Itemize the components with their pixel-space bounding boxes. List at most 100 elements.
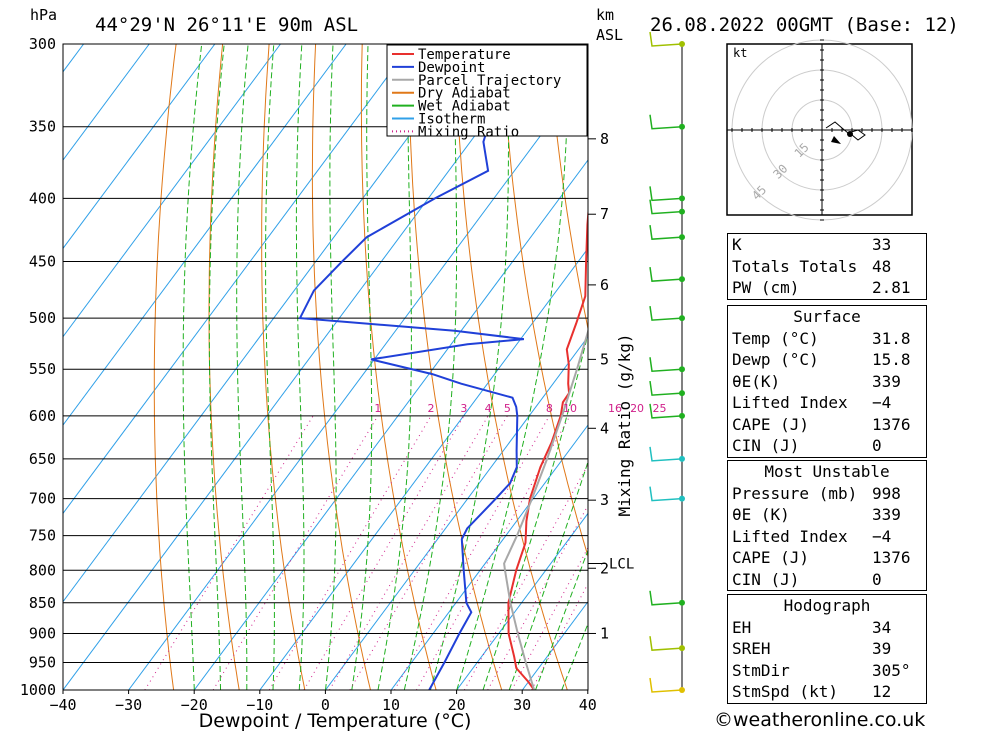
surface-li-value: −4	[872, 393, 892, 412]
sreh-label: SREH	[732, 639, 771, 658]
eh-label: EH	[732, 617, 752, 637]
pressure-tick-label: 300	[29, 35, 56, 53]
pw-label: PW (cm)	[732, 278, 800, 297]
wet-adiabat-line	[430, 44, 509, 690]
wind-barb	[649, 31, 683, 47]
isotherm-line	[193, 159, 588, 690]
mixing-ratio-label: 8	[546, 402, 553, 415]
mixing-ratio-line	[329, 415, 489, 690]
surface-cin-value: 0	[872, 436, 882, 455]
wet-adiabat-line	[295, 44, 305, 690]
hodograph-trace	[825, 121, 866, 141]
km-tick-label: 8	[600, 130, 609, 148]
pressure-tick-label: 950	[29, 653, 56, 671]
mu-cape-label: CAPE (J)	[732, 548, 810, 567]
wet-adiabat-line	[236, 44, 249, 690]
legend-label: Dry Adiabat	[418, 86, 511, 102]
wind-barb	[649, 114, 683, 130]
km-tick-label: 3	[600, 491, 609, 509]
km-tick-label: 5	[600, 350, 609, 368]
wind-barbs	[649, 31, 685, 693]
surface-cin-label: CIN (J)	[732, 436, 800, 455]
surface-theta-value: 339	[872, 371, 901, 391]
wind-barb	[649, 305, 683, 321]
hodograph-table: Hodograph EH 34 SREH 39 StmDir 305° StmSpd …	[727, 594, 927, 704]
pressure-tick-label: 400	[29, 189, 56, 207]
mixing-ratio-label: 10	[563, 402, 577, 415]
pressure-tick-label: 900	[29, 624, 56, 642]
hodograph-unit: kt	[733, 46, 747, 60]
pw-value: 2.81	[872, 278, 911, 297]
wind-barb	[649, 186, 683, 202]
dry-adiabat-line	[153, 44, 177, 690]
stmdir-value: 305°	[872, 660, 911, 680]
legend-box	[386, 44, 588, 137]
pressure-unit-label: hPa	[30, 6, 57, 24]
mu-cape-value: 1376	[872, 548, 911, 567]
dry-adiabat-line	[501, 44, 588, 559]
mixing-ratio-label: 1	[374, 402, 381, 415]
mu-theta-label: θE (K)	[732, 505, 790, 524]
wind-barb	[649, 636, 683, 651]
credit-link[interactable]: ©weatheronline.co.uk	[714, 709, 926, 731]
mixing-ratio-label: 2	[428, 402, 435, 415]
series-line-temperature	[507, 205, 588, 690]
mu-cin-value: 0	[872, 569, 882, 589]
mixing-ratio-labels: 1 2 3 4 5 8 10 16 20 25	[374, 402, 666, 415]
x-tick-label: 20	[448, 696, 466, 714]
x-tick-label: −30	[115, 696, 142, 714]
index-table: K 33 Totals Totals 48 PW (cm) 2.81	[727, 233, 927, 300]
legend-label: Mixing Ratio	[418, 124, 519, 140]
tt-value: 48	[872, 256, 892, 276]
km-tick-label: 7	[600, 205, 609, 223]
legend-label: Isotherm	[418, 112, 485, 128]
pressure-tick-label: 650	[29, 450, 56, 468]
x-tick-label: 30	[513, 696, 531, 714]
wind-barb	[649, 357, 683, 373]
series-line-parcel-trajectory	[503, 328, 588, 690]
isotherm-line	[63, 44, 413, 515]
isotherm-line	[390, 424, 588, 690]
km-tick-label: 1	[600, 624, 609, 642]
k-value: 33	[872, 235, 892, 254]
k-label: K	[732, 235, 742, 254]
surface-dewp-label: Dewp (°C)	[732, 350, 819, 369]
isotherm-line	[63, 44, 281, 338]
isotherm-line	[63, 44, 478, 603]
mixing-ratio-label: 16	[608, 402, 622, 415]
surface-table: Surface Temp (°C) 31.8 Dewp (°C) 15.8 θE(K…	[727, 305, 927, 458]
wet-adiabat-line	[377, 44, 412, 690]
isotherm-line	[259, 247, 588, 690]
wet-adiabat-line	[208, 44, 225, 690]
mixing-ratio-axis-title: Mixing Ratio (g/kg)	[615, 333, 634, 516]
pressure-tick-label: 700	[29, 490, 56, 508]
mixing-ratio-label: 5	[504, 402, 511, 415]
legend-label: Wet Adiabat	[418, 99, 511, 115]
hodograph-point	[847, 131, 853, 137]
isotherm-line	[63, 44, 544, 690]
x-tick-label: −20	[181, 696, 208, 714]
wind-barb	[649, 486, 683, 502]
most-unstable-table: Most Unstable Pressure (mb) 998 θE (K) 339…	[727, 460, 927, 591]
sreh-value: 39	[872, 639, 892, 658]
legend-label: Parcel Trajectory	[418, 73, 561, 89]
mixing-ratio-label: 4	[485, 402, 492, 415]
x-tick-label: −40	[49, 696, 76, 714]
stmspd-value: 12	[872, 682, 892, 701]
mu-li-label: Lifted Index	[732, 526, 848, 546]
km-tick-label: 6	[600, 276, 609, 294]
location-label: 44°29'N 26°11'E 90m ASL	[95, 14, 358, 36]
surface-title: Surface	[793, 307, 861, 326]
wet-adiabat-line	[182, 44, 203, 690]
wet-adiabat-line	[482, 331, 588, 690]
wind-barb	[649, 225, 683, 240]
mixing-ratio-label: 3	[460, 402, 467, 415]
pressure-tick-label: 600	[29, 407, 56, 425]
wind-barb	[649, 446, 683, 462]
x-tick-label: 40	[579, 696, 597, 714]
dry-adiabat-line	[547, 44, 588, 332]
pressure-tick-label: 1000	[20, 681, 56, 699]
dry-adiabat-line	[921, 44, 1000, 690]
